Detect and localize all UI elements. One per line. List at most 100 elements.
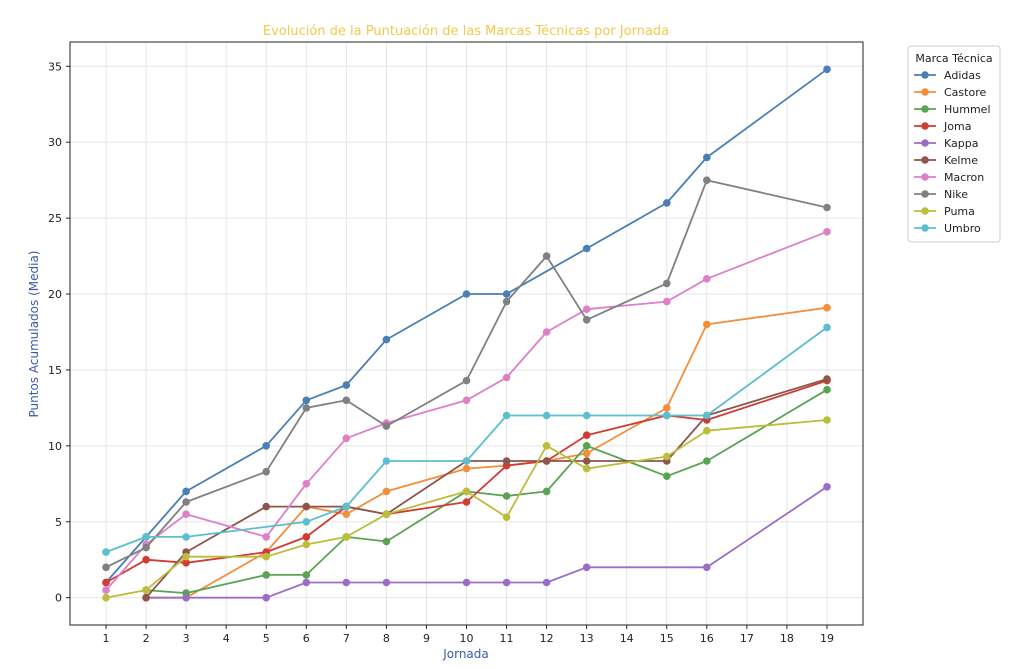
legend-box: [907, 45, 1001, 243]
legend-marker-macron: [921, 173, 929, 181]
series-nike: [102, 176, 831, 572]
data-point-kappa: [262, 593, 271, 602]
series-line-kelme: [145, 378, 828, 599]
data-point-adidas: [342, 381, 351, 389]
legend-marker-nike: [921, 190, 929, 198]
data-point-kappa: [382, 578, 391, 587]
data-point-castore: [663, 404, 671, 412]
data-point-nike: [102, 563, 110, 572]
data-point-kappa: [462, 578, 471, 587]
legend-label-macron: Macron: [944, 171, 984, 184]
series-lines: [102, 65, 831, 602]
data-point-puma: [302, 540, 311, 549]
data-point-kelme: [302, 502, 311, 511]
data-point-nike: [542, 252, 551, 260]
series-line-puma: [105, 419, 828, 599]
legend-marker-kappa: [921, 139, 929, 147]
x-tick-label: 10: [460, 632, 474, 645]
data-point-macron: [823, 228, 831, 236]
data-point-castore: [382, 487, 391, 496]
data-point-puma: [342, 533, 351, 541]
data-point-nike: [502, 297, 511, 306]
data-point-macron: [663, 297, 671, 306]
x-tick-label: 15: [660, 632, 674, 645]
legend-marker-kelme: [921, 156, 929, 164]
legend-marker-puma: [921, 207, 929, 215]
legend-marker-adidas: [921, 71, 929, 79]
y-tick-label: 10: [48, 440, 62, 453]
data-point-castore: [823, 303, 831, 312]
legend-label-castore: Castore: [944, 86, 986, 99]
legend-label-kappa: Kappa: [944, 137, 978, 150]
legend-label-joma: Joma: [943, 120, 971, 133]
data-point-macron: [703, 275, 711, 283]
x-tick-label: 14: [620, 632, 634, 645]
data-point-adidas: [703, 153, 711, 162]
legend-item-castore: Castore: [914, 86, 986, 99]
legend-item-joma: Joma: [914, 120, 971, 133]
y-tick-label: 15: [48, 364, 62, 377]
x-tick-label: 4: [223, 632, 230, 645]
data-point-macron: [342, 434, 351, 443]
data-point-nike: [262, 467, 271, 476]
data-point-puma: [382, 510, 391, 518]
legend-label-kelme: Kelme: [944, 154, 978, 167]
data-point-joma: [182, 559, 190, 567]
data-point-hummel: [823, 385, 831, 394]
series-line-macron: [105, 230, 828, 591]
data-point-adidas: [262, 442, 271, 450]
data-point-kelme: [582, 457, 591, 465]
data-point-kelme: [502, 457, 511, 465]
series-umbro: [102, 323, 831, 556]
data-point-kappa: [502, 578, 511, 587]
data-point-umbro: [142, 533, 150, 541]
data-point-kappa: [342, 578, 351, 587]
legend-item-puma: Puma: [914, 205, 975, 218]
axis-ticks: 1 2 3 4 5 6 7 8 9 10 11 12 13 14 15 16 17 18 1905101520253…: [48, 60, 834, 645]
data-point-umbro: [102, 548, 110, 556]
data-point-adidas: [382, 335, 391, 344]
data-point-umbro: [542, 411, 551, 420]
data-point-kelme: [542, 457, 551, 465]
data-point-umbro: [302, 518, 311, 526]
data-point-hummel: [382, 537, 391, 546]
legend-label-hummel: Hummel: [944, 103, 991, 116]
data-point-puma: [102, 593, 110, 602]
data-point-joma: [302, 533, 311, 541]
legend-marker-castore: [921, 88, 929, 96]
legend-marker-hummel: [921, 105, 929, 113]
legend-title: Marca Técnica: [915, 52, 992, 65]
legend-label-puma: Puma: [944, 205, 975, 218]
data-point-adidas: [502, 290, 511, 298]
x-tick-label: 18: [780, 632, 794, 645]
data-point-macron: [182, 510, 190, 518]
x-tick-label: 6: [303, 632, 310, 645]
data-point-nike: [302, 404, 311, 412]
data-point-kappa: [703, 563, 711, 572]
legend-label-adidas: Adidas: [944, 69, 981, 82]
data-point-kappa: [542, 578, 551, 587]
data-point-castore: [342, 510, 351, 518]
data-point-puma: [542, 442, 551, 450]
x-tick-label: 13: [580, 632, 594, 645]
data-point-umbro: [462, 457, 471, 465]
legend-item-hummel: Hummel: [914, 103, 991, 116]
data-point-puma: [462, 487, 471, 496]
data-point-puma: [703, 426, 711, 435]
data-point-hummel: [582, 442, 591, 450]
y-tick-label: 0: [55, 592, 62, 605]
series-adidas: [102, 65, 831, 587]
legend-marker-umbro: [921, 224, 929, 232]
y-tick-label: 30: [48, 136, 62, 149]
data-point-hummel: [663, 472, 671, 481]
legend-item-adidas: Adidas: [914, 69, 981, 82]
legend-item-umbro: Umbro: [914, 222, 981, 235]
x-tick-label: 12: [540, 632, 554, 645]
chart-title: Evolución de la Puntuación de las Marcas…: [263, 24, 669, 39]
data-point-kelme: [262, 502, 271, 511]
data-point-kelme: [823, 375, 831, 383]
data-point-kappa: [302, 578, 311, 587]
data-point-macron: [502, 373, 511, 382]
data-point-hummel: [262, 571, 271, 579]
x-tick-label: 3: [183, 632, 190, 645]
